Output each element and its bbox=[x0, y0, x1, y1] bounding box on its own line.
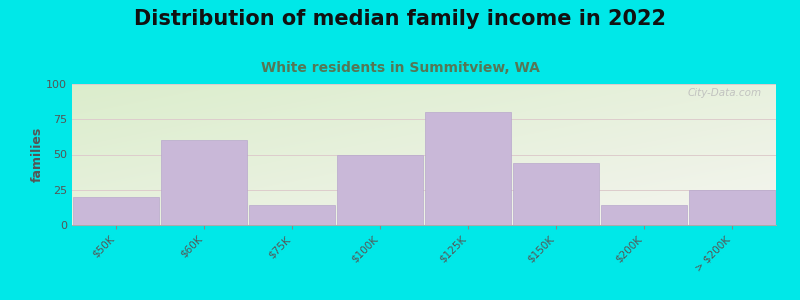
Text: City-Data.com: City-Data.com bbox=[688, 88, 762, 98]
Bar bbox=[74, 197, 158, 225]
Bar bbox=[162, 140, 246, 225]
Bar bbox=[250, 205, 334, 225]
Y-axis label: families: families bbox=[30, 127, 43, 182]
Bar bbox=[426, 112, 510, 225]
Bar bbox=[602, 205, 686, 225]
Bar bbox=[514, 163, 598, 225]
Text: White residents in Summitview, WA: White residents in Summitview, WA bbox=[261, 61, 539, 76]
Bar bbox=[690, 190, 774, 225]
Text: Distribution of median family income in 2022: Distribution of median family income in … bbox=[134, 9, 666, 29]
Bar bbox=[338, 154, 422, 225]
